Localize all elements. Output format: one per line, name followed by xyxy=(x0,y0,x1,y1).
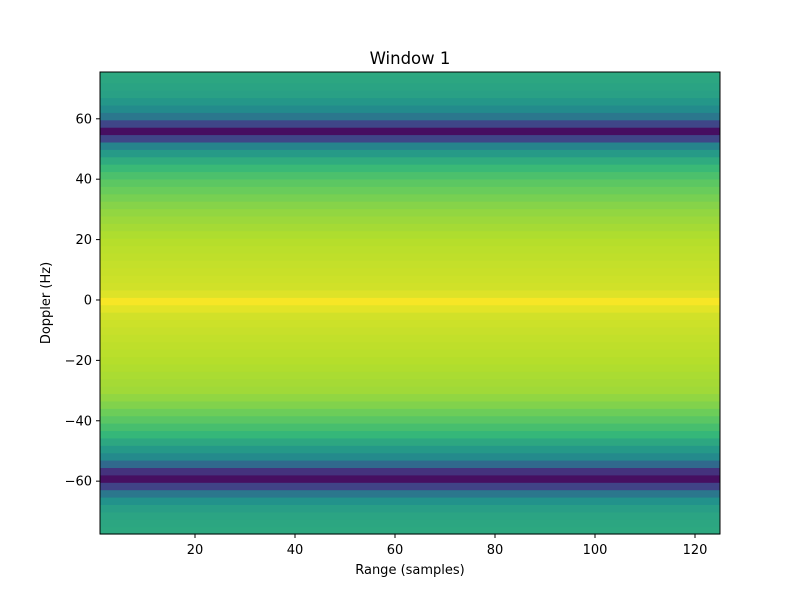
heatmap-cell-row xyxy=(100,312,720,321)
heatmap-cell-row xyxy=(100,393,720,402)
y-tick-label: 0 xyxy=(84,293,92,308)
x-axis: 20 40 60 80 100 120 xyxy=(187,534,708,558)
y-tick-label: −40 xyxy=(65,414,92,429)
x-tick-label: 40 xyxy=(287,543,304,558)
heatmap-cell-row xyxy=(100,127,720,136)
heatmap-cell-row xyxy=(100,238,720,247)
heatmap-cell-row xyxy=(100,178,720,187)
y-tick-label: 60 xyxy=(75,112,92,127)
heatmap-cell-row xyxy=(100,252,720,261)
heatmap-cell-row xyxy=(100,75,720,84)
heatmap-cell-row xyxy=(100,437,720,446)
heatmap-cell-row xyxy=(100,445,720,454)
plot-frame xyxy=(99,71,721,535)
heatmap-cell-row xyxy=(100,497,720,506)
heatmap-cell-row xyxy=(100,400,720,409)
heatmap-cell-row xyxy=(100,275,720,284)
heatmap-cell-row xyxy=(100,282,720,291)
heatmap-cell-row xyxy=(100,149,720,158)
heatmap-cell-row xyxy=(100,82,720,91)
heatmap-cell-row xyxy=(100,297,720,306)
heatmap-cell-row xyxy=(100,164,720,173)
y-tick-label: 40 xyxy=(75,173,92,188)
heatmap-cell-row xyxy=(100,504,720,513)
chart-title: Window 1 xyxy=(370,49,451,68)
x-tick-label: 60 xyxy=(387,543,404,558)
heatmap-cell-row xyxy=(100,72,720,76)
x-tick-label: 100 xyxy=(583,543,608,558)
y-axis-label: Doppler (Hz) xyxy=(39,262,54,344)
heatmap-cell-row xyxy=(100,260,720,269)
heatmap-cell-row xyxy=(100,430,720,439)
heatmap-cell-row xyxy=(100,511,720,520)
x-tick-label: 80 xyxy=(487,543,504,558)
heatmap-cell-row xyxy=(100,423,720,432)
heatmap-cell-row xyxy=(100,193,720,202)
heatmap-cell-row xyxy=(100,215,720,224)
y-tick-label: −60 xyxy=(65,475,92,490)
heatmap-cells xyxy=(100,72,720,535)
heatmap-cell-row xyxy=(100,230,720,239)
heatmap-cell-row xyxy=(100,208,720,217)
heatmap-cell-row xyxy=(100,304,720,313)
y-tick-label: 20 xyxy=(75,233,92,248)
heatmap-cell-row xyxy=(100,371,720,380)
heatmap-cell-row xyxy=(100,363,720,372)
heatmap-cell-row xyxy=(100,223,720,232)
heatmap-cell-row xyxy=(100,460,720,469)
x-tick-label: 20 xyxy=(187,543,204,558)
heatmap-cell-row xyxy=(100,201,720,210)
heatmap-cell-row xyxy=(100,289,720,298)
heatmap-cell-row xyxy=(100,526,720,535)
heatmap-cell-row xyxy=(100,349,720,358)
heatmap-cell-row xyxy=(100,519,720,528)
heatmap-cell-row xyxy=(100,171,720,180)
heatmap-cell-row xyxy=(100,104,720,113)
x-tick-label: 120 xyxy=(683,543,708,558)
heatmap-cell-row xyxy=(100,119,720,128)
y-axis: −60 −40 −20 0 20 40 60 xyxy=(65,112,100,490)
heatmap-cell-row xyxy=(100,415,720,424)
heatmap-cell-row xyxy=(100,356,720,365)
heatmap-cell-row xyxy=(100,112,720,121)
heatmap-cell-row xyxy=(100,341,720,350)
heatmap-cell-row xyxy=(100,319,720,328)
heatmap-cell-row xyxy=(100,474,720,483)
heatmap-cell-row xyxy=(100,489,720,498)
x-axis-label: Range (samples) xyxy=(355,563,465,578)
heatmap-cell-row xyxy=(100,408,720,417)
heatmap-cell-row xyxy=(100,141,720,150)
heatmap-cell-row xyxy=(100,334,720,343)
y-tick-label: −20 xyxy=(65,354,92,369)
heatmap-cell-row xyxy=(100,326,720,335)
heatmap-cell-row xyxy=(100,97,720,106)
heatmap-cell-row xyxy=(100,386,720,395)
heatmap-cell-row xyxy=(100,245,720,254)
heatmap-cell-row xyxy=(100,134,720,143)
heatmap-cell-row xyxy=(100,90,720,99)
heatmap-cell-row xyxy=(100,156,720,165)
heatmap-cell-row xyxy=(100,482,720,491)
heatmap-cell-row xyxy=(100,267,720,276)
heatmap-cell-row xyxy=(100,378,720,387)
heatmap-cell-row xyxy=(100,186,720,195)
heatmap-cell-row xyxy=(100,452,720,461)
heatmap-cell-row xyxy=(100,467,720,476)
